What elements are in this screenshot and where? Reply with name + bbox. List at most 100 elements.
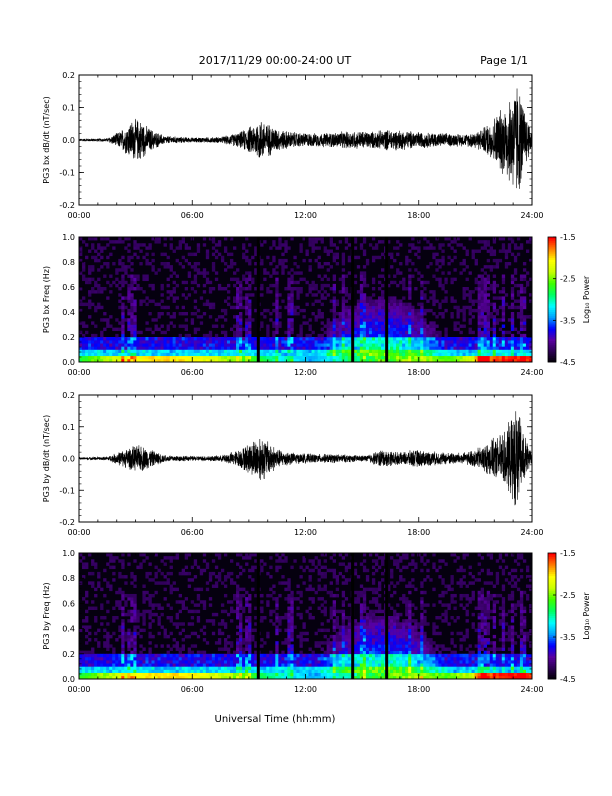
spectrogram-cell bbox=[118, 350, 121, 353]
spectrogram-cell bbox=[408, 306, 411, 309]
spectrogram-cell bbox=[375, 318, 378, 321]
spectrogram-cell bbox=[466, 253, 469, 256]
spectrogram-cell bbox=[381, 350, 384, 353]
spectrogram-cell bbox=[435, 334, 438, 337]
spectrogram-cell bbox=[194, 603, 197, 606]
spectrogram-cell bbox=[167, 651, 170, 654]
spectrogram-cell bbox=[508, 346, 511, 349]
spectrogram-cell bbox=[466, 265, 469, 268]
spectrogram-cell bbox=[302, 657, 305, 660]
spectrogram-cell bbox=[130, 638, 133, 641]
spectrogram-cell bbox=[115, 350, 118, 353]
spectrogram-cell bbox=[272, 334, 275, 337]
spectrogram-cell bbox=[324, 346, 327, 349]
y-tick-label: 0.8 bbox=[62, 258, 75, 267]
spectrogram-cell bbox=[318, 356, 321, 359]
spectrogram-cell bbox=[375, 246, 378, 249]
spectrogram-cell bbox=[417, 271, 420, 274]
spectrogram-cell bbox=[502, 278, 505, 281]
spectrogram-cell bbox=[354, 325, 357, 328]
spectrogram-cell bbox=[82, 278, 85, 281]
spectrogram-cell bbox=[224, 353, 227, 356]
spectrogram-cell bbox=[260, 346, 263, 349]
spectrogram-cell bbox=[121, 356, 124, 359]
spectrogram-cell bbox=[221, 654, 224, 657]
spectrogram-cell bbox=[372, 353, 375, 356]
spectrogram-cell bbox=[88, 281, 91, 284]
spectrogram-cell bbox=[245, 556, 248, 559]
spectrogram-cell bbox=[429, 262, 432, 265]
spectrogram-cell bbox=[260, 321, 263, 324]
spectrogram-cell bbox=[375, 306, 378, 309]
spectrogram-cell bbox=[209, 287, 212, 290]
spectrogram-cell bbox=[278, 666, 281, 669]
spectrogram-cell bbox=[142, 343, 145, 346]
spectrogram-cell bbox=[517, 350, 520, 353]
spectrogram-cell bbox=[272, 660, 275, 663]
spectrogram-cell bbox=[164, 237, 167, 240]
spectrogram-cell bbox=[296, 281, 299, 284]
spectrogram-cell bbox=[438, 278, 441, 281]
spectrogram-cell bbox=[139, 562, 142, 565]
spectrogram-cell bbox=[487, 343, 490, 346]
spectrogram-cell bbox=[327, 337, 330, 340]
spectrogram-cell bbox=[484, 328, 487, 331]
spectrogram-cell bbox=[118, 629, 121, 632]
spectrogram-cell bbox=[321, 670, 324, 673]
spectrogram-cell bbox=[478, 331, 481, 334]
spectrogram-cell bbox=[290, 300, 293, 303]
spectrogram-cell bbox=[312, 350, 315, 353]
spectrogram-cell bbox=[127, 284, 130, 287]
spectrogram-cell bbox=[106, 644, 109, 647]
spectrogram-cell bbox=[357, 340, 360, 343]
spectrogram-cell bbox=[127, 657, 130, 660]
spectrogram-cell bbox=[191, 632, 194, 635]
spectrogram-cell bbox=[463, 246, 466, 249]
spectrogram-cell bbox=[218, 284, 221, 287]
spectrogram-cell bbox=[378, 331, 381, 334]
spectrogram-cell bbox=[176, 306, 179, 309]
spectrogram-cell bbox=[191, 663, 194, 666]
spectrogram-cell bbox=[194, 306, 197, 309]
spectrogram-cell bbox=[278, 356, 281, 359]
spectrogram-cell bbox=[233, 657, 236, 660]
spectrogram-cell bbox=[112, 356, 115, 359]
spectrogram-cell bbox=[97, 572, 100, 575]
spectrogram-cell bbox=[242, 253, 245, 256]
spectrogram-cell bbox=[130, 353, 133, 356]
spectrogram-cell bbox=[158, 654, 161, 657]
spectrogram-cell bbox=[396, 306, 399, 309]
spectrogram-cell bbox=[103, 629, 106, 632]
spectrogram-cell bbox=[121, 268, 124, 271]
spectrogram-cell bbox=[290, 648, 293, 651]
spectrogram-cell bbox=[417, 346, 420, 349]
spectrogram-cell bbox=[290, 632, 293, 635]
colorbar-tick-label: -4.5 bbox=[560, 358, 576, 367]
spectrogram-cell bbox=[333, 318, 336, 321]
spectrogram-cell bbox=[227, 648, 230, 651]
spectrogram-cell bbox=[230, 670, 233, 673]
spectrogram-cell bbox=[411, 318, 414, 321]
spectrogram-cell bbox=[251, 629, 254, 632]
spectrogram-cell bbox=[245, 256, 248, 259]
spectrogram-cell bbox=[435, 346, 438, 349]
spectrogram-cell bbox=[170, 350, 173, 353]
spectrogram-cell bbox=[272, 271, 275, 274]
spectrogram-cell bbox=[221, 632, 224, 635]
spectrogram-cell bbox=[369, 350, 372, 353]
spectrogram-cell bbox=[339, 343, 342, 346]
spectrogram-cell bbox=[360, 243, 363, 246]
spectrogram-cell bbox=[151, 343, 154, 346]
spectrogram-cell bbox=[366, 343, 369, 346]
spectrogram-cell bbox=[82, 660, 85, 663]
spectrogram-cell bbox=[511, 278, 514, 281]
spectrogram-cell bbox=[435, 300, 438, 303]
spectrogram-cell bbox=[417, 309, 420, 312]
spectrogram-cell bbox=[402, 284, 405, 287]
spectrogram-cell bbox=[312, 670, 315, 673]
spectrogram-cell bbox=[429, 325, 432, 328]
spectrogram-cell bbox=[182, 607, 185, 610]
spectrogram-cell bbox=[133, 318, 136, 321]
spectrogram-cell bbox=[218, 553, 221, 556]
